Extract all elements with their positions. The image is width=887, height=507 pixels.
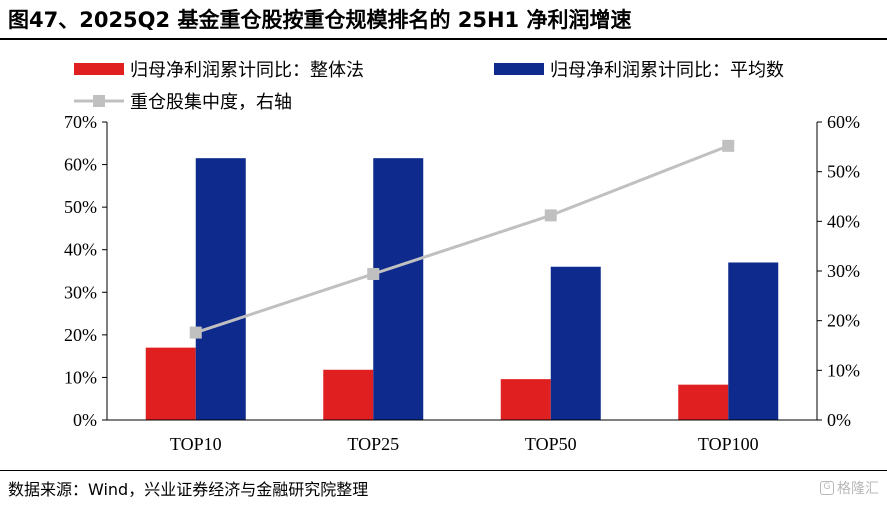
right-tick-label: 60% xyxy=(827,112,860,132)
legend-item-overall: 归母净利润累计同比：整体法 xyxy=(74,56,364,82)
bar-average-top25 xyxy=(373,158,424,420)
legend-label-concentration: 重仓股集中度，右轴 xyxy=(130,92,292,113)
left-tick-label: 60% xyxy=(64,155,97,175)
concentration-point-top25 xyxy=(367,267,380,280)
bar-overall-top25 xyxy=(323,369,374,420)
bar-series xyxy=(145,158,779,420)
footer-divider xyxy=(0,470,887,471)
legend-item-average: 归母净利润累计同比：平均数 xyxy=(494,56,784,82)
right-y-axis: 0% 10% 20% 30% 40% 50% 60% xyxy=(816,112,860,430)
x-axis: TOP10 TOP25 TOP50 TOP100 xyxy=(107,419,817,454)
legend-swatch-average xyxy=(494,63,544,75)
right-tick-label: 0% xyxy=(827,410,851,430)
left-y-axis: 0% 10% 20% 30% 40% 50% 60% 70% xyxy=(64,112,108,430)
concentration-line xyxy=(195,144,729,335)
watermark: G 格隆汇 xyxy=(820,478,879,498)
left-tick-label: 0% xyxy=(73,410,97,430)
legend-item-concentration: 重仓股集中度，右轴 xyxy=(74,88,292,114)
bar-overall-top50 xyxy=(500,379,551,420)
right-tick-label: 10% xyxy=(827,360,860,380)
concentration-point-top100 xyxy=(722,139,735,152)
watermark-logo-icon: G xyxy=(820,481,834,495)
chart-title: 图47、2025Q2 基金重仓股按重仓规模排名的 25H1 净利润增速 xyxy=(8,8,632,32)
legend-swatch-concentration xyxy=(74,95,124,107)
right-tick-label: 20% xyxy=(827,311,860,331)
bar-average-top100 xyxy=(728,262,779,420)
chart-area: 0% 10% 20% 30% 40% 50% 60% 70% 0% 10% 20% 30% 40% 50… xyxy=(64,112,860,454)
legend-label-average: 归母净利润累计同比：平均数 xyxy=(550,60,784,81)
right-tick-label: 50% xyxy=(827,162,860,182)
left-tick-label: 20% xyxy=(64,325,97,345)
right-tick-label: 30% xyxy=(827,261,860,281)
bar-average-top50 xyxy=(550,266,601,420)
source-note: 数据来源：Wind，兴业证券经济与金融研究院整理 xyxy=(8,480,369,499)
legend-label-overall: 归母净利润累计同比：整体法 xyxy=(130,60,364,81)
bar-average-top10 xyxy=(195,158,246,420)
left-tick-label: 10% xyxy=(64,367,97,387)
line-series xyxy=(189,139,735,339)
bar-overall-top100 xyxy=(678,384,729,420)
x-tick-label: TOP10 xyxy=(170,434,222,454)
x-tick-label: TOP25 xyxy=(347,434,399,454)
bar-overall-top10 xyxy=(145,347,196,420)
left-tick-label: 70% xyxy=(64,112,97,132)
right-tick-label: 40% xyxy=(827,211,860,231)
legend-swatch-overall xyxy=(74,63,124,75)
x-tick-label: TOP50 xyxy=(525,434,577,454)
left-tick-label: 30% xyxy=(64,282,97,302)
title-divider xyxy=(0,38,887,40)
concentration-point-top10 xyxy=(189,326,202,339)
left-tick-label: 50% xyxy=(64,197,97,217)
watermark-text: 格隆汇 xyxy=(837,481,879,497)
concentration-point-top50 xyxy=(544,209,557,222)
left-tick-label: 40% xyxy=(64,240,97,260)
x-tick-label: TOP100 xyxy=(698,434,759,454)
